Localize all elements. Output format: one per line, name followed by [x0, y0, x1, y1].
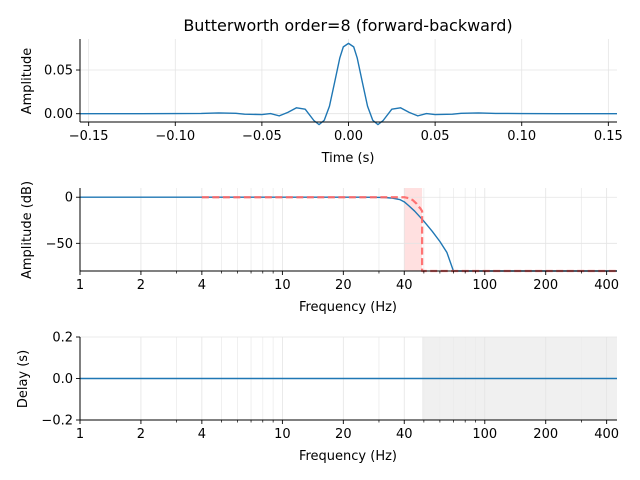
time-series-layer [80, 42, 617, 126]
time-x-tick-label: −0.10 [155, 129, 195, 144]
time-y-tick-label: 0.00 [44, 107, 73, 122]
time-series-line-0 [80, 42, 617, 126]
delay-y-ticks: 0.2 0.0 −0.2 [41, 331, 80, 429]
time-panel: Butterworth order=8 (forward-backward) −… [20, 16, 623, 166]
magnitude-x-tick-label: 1 [76, 278, 84, 293]
magnitude-y-tick-label: −50 [46, 237, 73, 252]
delay-x-tick-label: 2 [137, 427, 145, 442]
magnitude-x-axis-label: Frequency (Hz) [299, 300, 397, 315]
delay-x-tick-label: 40 [396, 427, 413, 442]
magnitude-y-tick-label: 0 [65, 191, 73, 206]
delay-x-tick-label: 10 [274, 427, 291, 442]
delay-x-tick-label: 400 [594, 427, 619, 442]
magnitude-x-tick-label: 400 [594, 278, 619, 293]
delay-x-tick-label: 100 [472, 427, 497, 442]
delay-y-axis-label: Delay (s) [16, 350, 31, 408]
magnitude-x-tick-label: 200 [533, 278, 558, 293]
time-x-tick-label: 0.15 [594, 129, 623, 144]
delay-x-tick-label: 200 [533, 427, 558, 442]
transition-band [404, 188, 423, 271]
time-x-axis-label: Time (s) [321, 151, 375, 166]
magnitude-x-tick-label: 100 [472, 278, 497, 293]
delay-x-axis-label: Frequency (Hz) [299, 449, 397, 464]
magnitude-series-layer [80, 196, 617, 273]
delay-y-tick-label: 0.0 [52, 372, 73, 387]
magnitude-x-tick-label: 40 [396, 278, 413, 293]
magnitude-x-tick-label: 20 [335, 278, 352, 293]
delay-x-tick-label: 4 [198, 427, 206, 442]
time-y-ticks: 0.00 0.05 [44, 64, 80, 122]
magnitude-x-tick-label: 4 [198, 278, 206, 293]
time-y-axis-label: Amplitude [20, 48, 35, 115]
delay-panel: 1 2 4 10 20 40 100 200 400 0.2 0.0 −0.2 Frequency … [16, 331, 619, 465]
chart-title: Butterworth order=8 (forward-backward) [183, 16, 512, 35]
magnitude-y-ticks: 0 −50 [46, 191, 80, 252]
time-x-tick-label: 0.05 [421, 129, 450, 144]
magnitude-y-axis-label: Amplitude (dB) [20, 181, 35, 279]
magnitude-grid [79, 188, 617, 271]
time-grid [80, 39, 617, 122]
magnitude-series-line-0 [80, 196, 617, 272]
delay-x-tick-label: 20 [335, 427, 352, 442]
time-x-tick-label: −0.05 [242, 129, 282, 144]
time-x-ticks: −0.15 −0.10 −0.05 0.00 0.05 0.10 0.15 [69, 122, 623, 144]
time-x-tick-label: −0.15 [69, 129, 109, 144]
delay-y-tick-label: 0.2 [52, 331, 73, 346]
magnitude-x-tick-label: 2 [137, 278, 145, 293]
delay-x-ticks: 1 2 4 10 20 40 100 200 400 [76, 420, 619, 442]
delay-y-tick-label: −0.2 [41, 414, 73, 429]
magnitude-series-line-1 [201, 196, 617, 273]
magnitude-panel: 1 2 4 10 20 40 100 200 400 0 −50 Frequency (Hz) A… [20, 181, 619, 315]
time-x-tick-label: 0.00 [334, 129, 363, 144]
time-y-tick-label: 0.05 [44, 64, 73, 79]
delay-x-tick-label: 1 [76, 427, 84, 442]
magnitude-x-tick-label: 10 [274, 278, 291, 293]
magnitude-x-ticks: 1 2 4 10 20 40 100 200 400 [76, 271, 619, 293]
time-x-tick-label: 0.10 [507, 129, 536, 144]
